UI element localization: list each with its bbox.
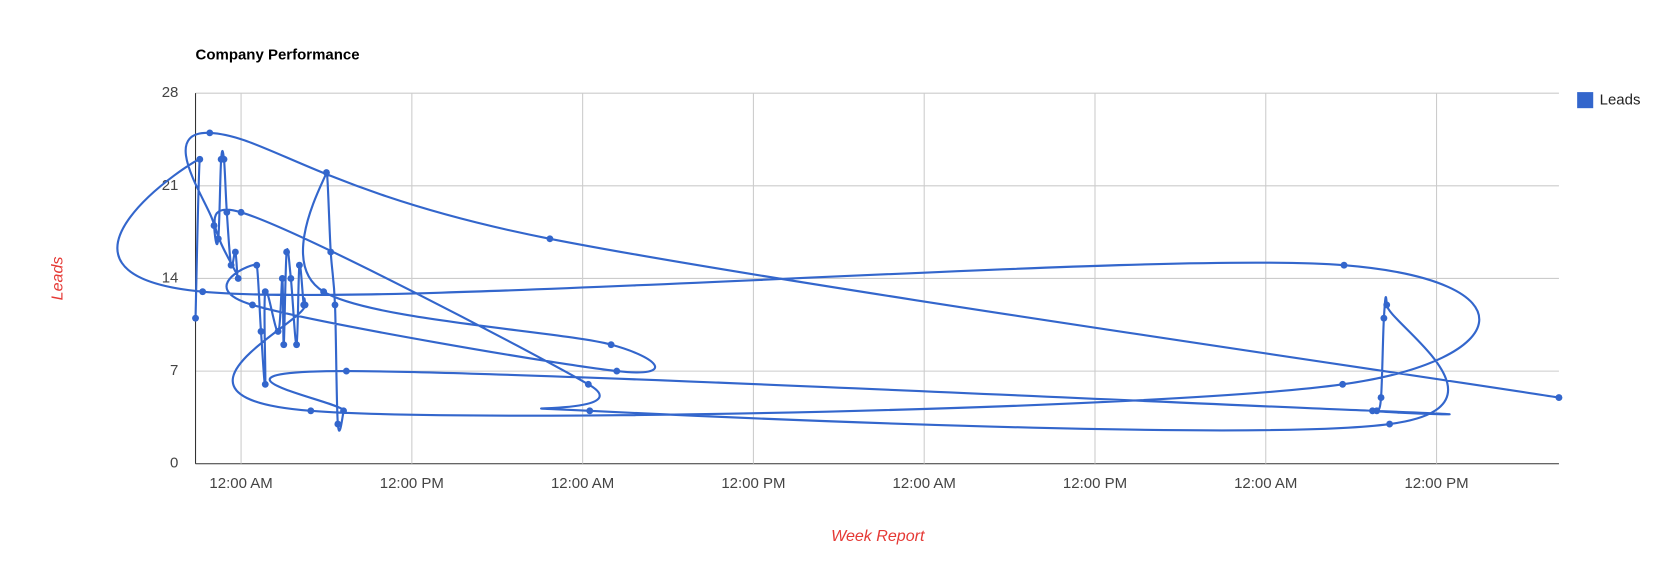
point	[320, 288, 328, 296]
line	[116, 131, 1560, 432]
point	[307, 407, 315, 415]
point	[331, 301, 339, 309]
point	[237, 208, 245, 216]
point	[199, 288, 207, 296]
point	[278, 275, 286, 282]
legend-swatch	[1577, 92, 1594, 109]
point	[1386, 420, 1394, 428]
point	[234, 275, 242, 282]
y-axis-label: Leads	[49, 257, 67, 301]
x-tick-label: 12:00 AM	[209, 475, 272, 492]
point	[287, 275, 295, 282]
point	[249, 301, 256, 309]
y-tick-label: 7	[170, 362, 178, 379]
x-tick-label: 12:00 AM	[551, 475, 614, 492]
point	[1339, 380, 1347, 388]
point	[210, 222, 218, 229]
point	[340, 407, 347, 415]
x-tick-label: 12:00 PM	[721, 475, 785, 492]
chart-title: Company Performance	[196, 47, 360, 64]
point	[293, 341, 300, 349]
point	[206, 129, 214, 137]
point	[227, 261, 235, 269]
point	[584, 380, 592, 388]
y-tick-label: 28	[162, 84, 179, 101]
point	[295, 261, 303, 269]
point	[1377, 394, 1385, 402]
point	[1383, 301, 1391, 309]
point	[342, 367, 350, 375]
point	[334, 420, 342, 428]
point	[257, 327, 265, 335]
point	[217, 155, 225, 163]
point	[280, 341, 288, 349]
point	[261, 288, 269, 296]
x-axis-label: Week Report	[831, 527, 926, 545]
point	[253, 261, 261, 269]
x-tick-label: 12:00 PM	[1404, 475, 1468, 492]
legend-label: Leads	[1600, 92, 1641, 109]
x-tick-label: 12:00 PM	[1063, 475, 1127, 492]
point	[214, 235, 222, 243]
point	[231, 248, 239, 256]
point	[1380, 314, 1388, 322]
y-tick-label: 0	[170, 455, 178, 472]
point	[546, 235, 554, 243]
point	[613, 367, 621, 375]
point	[586, 407, 594, 415]
point	[1373, 407, 1381, 415]
point	[1340, 261, 1348, 269]
x-tick-label: 12:00 AM	[1234, 475, 1297, 492]
point	[323, 169, 330, 177]
point	[196, 155, 204, 163]
point	[261, 380, 269, 388]
point	[283, 248, 291, 256]
point	[327, 248, 335, 256]
point	[1555, 394, 1563, 402]
point	[607, 341, 615, 349]
point	[192, 314, 199, 322]
point	[274, 327, 282, 335]
y-tick-label: 14	[162, 269, 179, 286]
point	[223, 208, 231, 216]
x-tick-label: 12:00 AM	[893, 475, 956, 492]
x-tick-label: 12:00 PM	[380, 475, 444, 492]
point	[300, 301, 308, 309]
